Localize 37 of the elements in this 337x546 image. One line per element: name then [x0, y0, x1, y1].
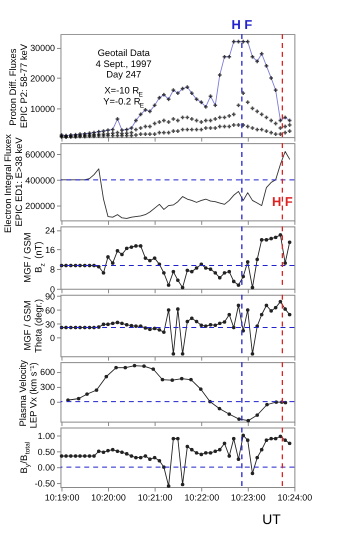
y-tick-label: 24 — [45, 225, 56, 236]
ref-line-label: H F — [272, 194, 293, 209]
y-tick-label: 30 — [45, 319, 56, 330]
y-tick-label: 90 — [45, 292, 56, 302]
y-axis-title: Electron Integral Fluxex EPIC ED1: E>38 keV — [2, 134, 24, 233]
annotation: Geotail Data — [98, 46, 151, 58]
y-tick-label: 8 — [50, 264, 56, 275]
y-tick-label: 30000 — [30, 43, 56, 54]
x-tick-label: 10:19:00 — [44, 492, 80, 502]
y-tick-label: 400000 — [25, 175, 56, 186]
y-tick-label: 60 — [45, 305, 56, 316]
y-tick-label: 0 — [50, 284, 56, 294]
y-axis-title: MGF / GSM Theta (degr.) — [22, 298, 44, 353]
x-tick-label: 10:23:00 — [230, 492, 266, 502]
y-tick-label: 300 — [40, 382, 56, 392]
annotation: 4 Sept., 1997 — [96, 58, 152, 69]
annotation: Day 247 — [106, 68, 142, 80]
x-tick-label: 10:22:00 — [184, 492, 220, 502]
y-tick-label: 20000 — [30, 73, 56, 84]
y-tick-label: 10000 — [30, 104, 56, 114]
y-tick-label: 0.50 — [38, 446, 56, 457]
y-tick-label: 0 — [50, 397, 56, 408]
y-tick-label: 600000 — [25, 150, 56, 160]
y-axis-title: Plasma Velocity LEP Vx (km s⁻¹) — [16, 360, 39, 428]
y-tick-label: 0.00 — [38, 462, 56, 473]
y-tick-label: 600 — [40, 367, 56, 378]
ref-line-label: H F — [231, 17, 252, 32]
y-tick-label: 0 — [50, 333, 56, 344]
x-axis-title: UT — [262, 511, 282, 528]
y-axis-title: Proton Diff. Fluxes EPIC P2: 58-77 keV — [6, 43, 29, 128]
x-tick-label: 10:21:00 — [138, 492, 173, 502]
x-tick-label: 10:20:00 — [91, 492, 126, 502]
y-tick-label: -0.50 — [34, 478, 56, 488]
y-tick-label: 16 — [45, 245, 56, 256]
y-tick-label: 200000 — [25, 201, 56, 212]
x-tick-label: 10:24:00 — [278, 492, 312, 502]
y-tick-label: 1.00 — [38, 430, 56, 441]
